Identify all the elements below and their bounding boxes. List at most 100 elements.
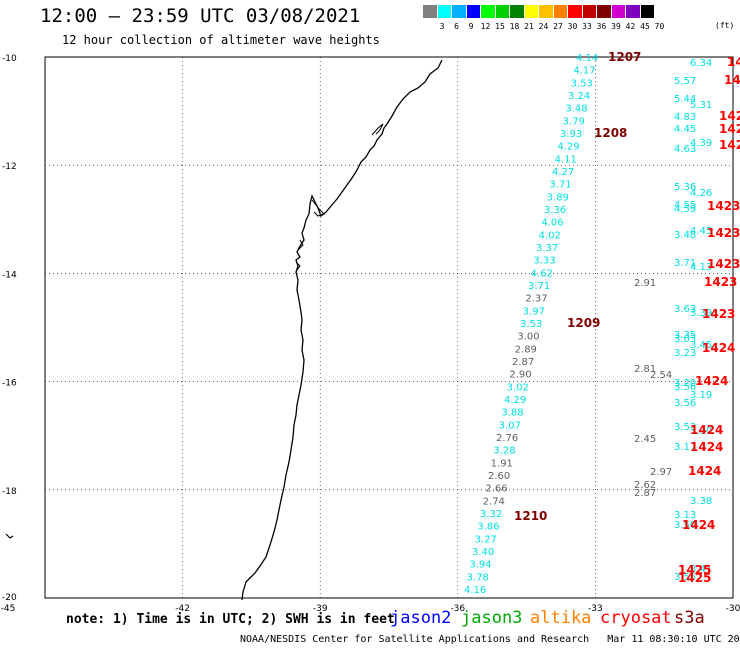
pass-time-label: 1210: [514, 509, 547, 523]
scale-swatch: [626, 5, 641, 18]
scale-swatch: [495, 5, 510, 18]
pass-time-label: 1424: [702, 341, 735, 355]
wave-height-value: 3.23: [674, 348, 696, 359]
lat-tick-label: -14: [2, 270, 17, 280]
wave-height-value: 3.45: [690, 340, 712, 351]
scale-swatch: [510, 5, 525, 18]
wave-height-value: 3.48: [565, 104, 587, 115]
pass-time-label: 142: [719, 122, 740, 136]
pass-time-label: 1424: [690, 423, 723, 437]
wave-height-value: 2.90: [509, 370, 531, 381]
wave-height-value: 3.40: [472, 547, 494, 558]
coastal-island-detail: [295, 123, 384, 271]
scale-label: 36: [596, 22, 607, 31]
wave-height-value: 3.38: [690, 496, 712, 507]
wave-height-color-scale: 3 6 9 12 15 18 21 24 27 30 33 36 39 42 45 70: [423, 5, 664, 31]
wave-height-value: 3.53: [571, 78, 593, 89]
wave-height-value: 3.88: [501, 408, 523, 419]
wave-height-value: 3.79: [563, 116, 585, 127]
scale-swatch: [553, 5, 568, 18]
pass-time-label: 1423: [704, 275, 737, 289]
pass-time-label: 1425: [678, 563, 711, 577]
wave-height-value: 3.32: [480, 509, 502, 520]
wave-height-value: 4.11: [555, 154, 577, 165]
pass-time-label: 142: [719, 138, 740, 152]
wave-height-value: 6.34: [690, 58, 712, 69]
wave-height-value: 3.94: [469, 560, 491, 571]
lon-tick-label: -42: [175, 604, 190, 614]
scale-swatch: [437, 5, 452, 18]
wave-height-value: 4.29: [557, 142, 579, 153]
wave-height-value: 2.89: [515, 344, 537, 355]
pass-time-label: 1423: [707, 226, 740, 240]
wave-height-value: 3.71: [528, 281, 550, 292]
wave-height-value: 3.93: [560, 129, 582, 140]
wave-height-value: 3.56: [674, 382, 696, 393]
scale-label: 12: [480, 22, 491, 31]
lat-tick-label: -20: [2, 593, 17, 603]
wave-height-value: 2.62: [634, 480, 656, 491]
lon-tick-label: -45: [1, 604, 16, 614]
wave-height-value: 3.53: [674, 422, 696, 433]
wave-height-value: 3.17: [674, 442, 696, 453]
wave-height-value: 4.06: [541, 218, 563, 229]
wave-height-value: 3.36: [544, 205, 566, 216]
wave-height-value: 3.19: [690, 390, 712, 401]
wave-height-value: 3.71: [549, 180, 571, 191]
map-edge-mark: [5, 533, 14, 539]
scale-swatch: [524, 5, 539, 18]
wave-height-value: 3.55: [674, 572, 696, 583]
brazil-coastline: [241, 59, 443, 601]
wave-height-value: 4.55: [674, 200, 696, 211]
legend-s3a: s3a: [674, 608, 705, 628]
wave-height-value: 2.66: [485, 484, 507, 495]
lat-tick-label: -16: [2, 379, 17, 389]
scale-label: 33: [582, 22, 592, 31]
scale-label: 24: [538, 22, 549, 31]
footer-note: note: 1) Time is in UTC; 2) SWH is in fe…: [66, 612, 395, 627]
wave-height-labels: 4.144.173.533.243.483.793.934.294.114.27…: [464, 50, 740, 596]
map-title: 12:00 – 23:59 UTC 03/08/2021: [40, 5, 361, 27]
pass-time-label: 1207: [608, 50, 641, 64]
wave-height-value: 3.35: [674, 330, 696, 341]
wave-height-value: 3.71: [674, 258, 696, 269]
wave-height-value: 3.30: [690, 426, 712, 437]
wave-height-value: 4.13: [690, 262, 712, 273]
scale-label: 18: [509, 22, 520, 31]
wave-height-value: 5.57: [674, 76, 696, 87]
wave-height-value: 3.50: [674, 520, 696, 531]
legend-altika: altika: [530, 608, 592, 628]
wave-height-value: 3.56: [674, 398, 696, 409]
wave-height-value: 4.02: [539, 230, 561, 241]
wave-height-value: 3.97: [523, 306, 545, 317]
legend-cryosat: cryosat: [600, 608, 672, 628]
wave-height-value: 3.00: [517, 332, 539, 343]
wave-height-value: 3.02: [507, 382, 529, 393]
wave-height-value: 2.87: [512, 357, 534, 368]
scale-swatch: [597, 5, 612, 18]
wave-height-value: 4.26: [690, 188, 712, 199]
wave-height-value: 3.41: [690, 564, 712, 575]
legend-jason2: jason2: [390, 608, 452, 628]
wave-height-value: 4.62: [531, 268, 553, 279]
scale-swatch: [466, 5, 481, 18]
scale-label: 3: [439, 22, 445, 31]
scale-label: 27: [553, 22, 563, 31]
scale-label: 45: [640, 22, 650, 31]
pass-time-label: 1209: [567, 316, 600, 330]
scale-label: 6: [454, 22, 459, 31]
scale-label: 15: [495, 22, 505, 31]
scale-swatch: [452, 5, 467, 18]
scale-label: 70: [654, 22, 665, 31]
wave-height-value: 2.54: [650, 370, 672, 381]
lon-tick-label: -36: [450, 604, 465, 614]
wave-height-value: 3.28: [493, 446, 515, 457]
pass-time-label: 1424: [695, 374, 728, 388]
wave-height-value: 3.86: [477, 522, 499, 533]
wave-height-value: 2.91: [634, 278, 656, 289]
scale-unit-label: (ft): [715, 21, 735, 30]
lon-tick-label: -30: [726, 604, 740, 614]
pass-time-label: 14: [724, 73, 740, 87]
pass-time-label: 1425: [678, 571, 711, 585]
wave-height-value: 2.97: [650, 467, 672, 478]
